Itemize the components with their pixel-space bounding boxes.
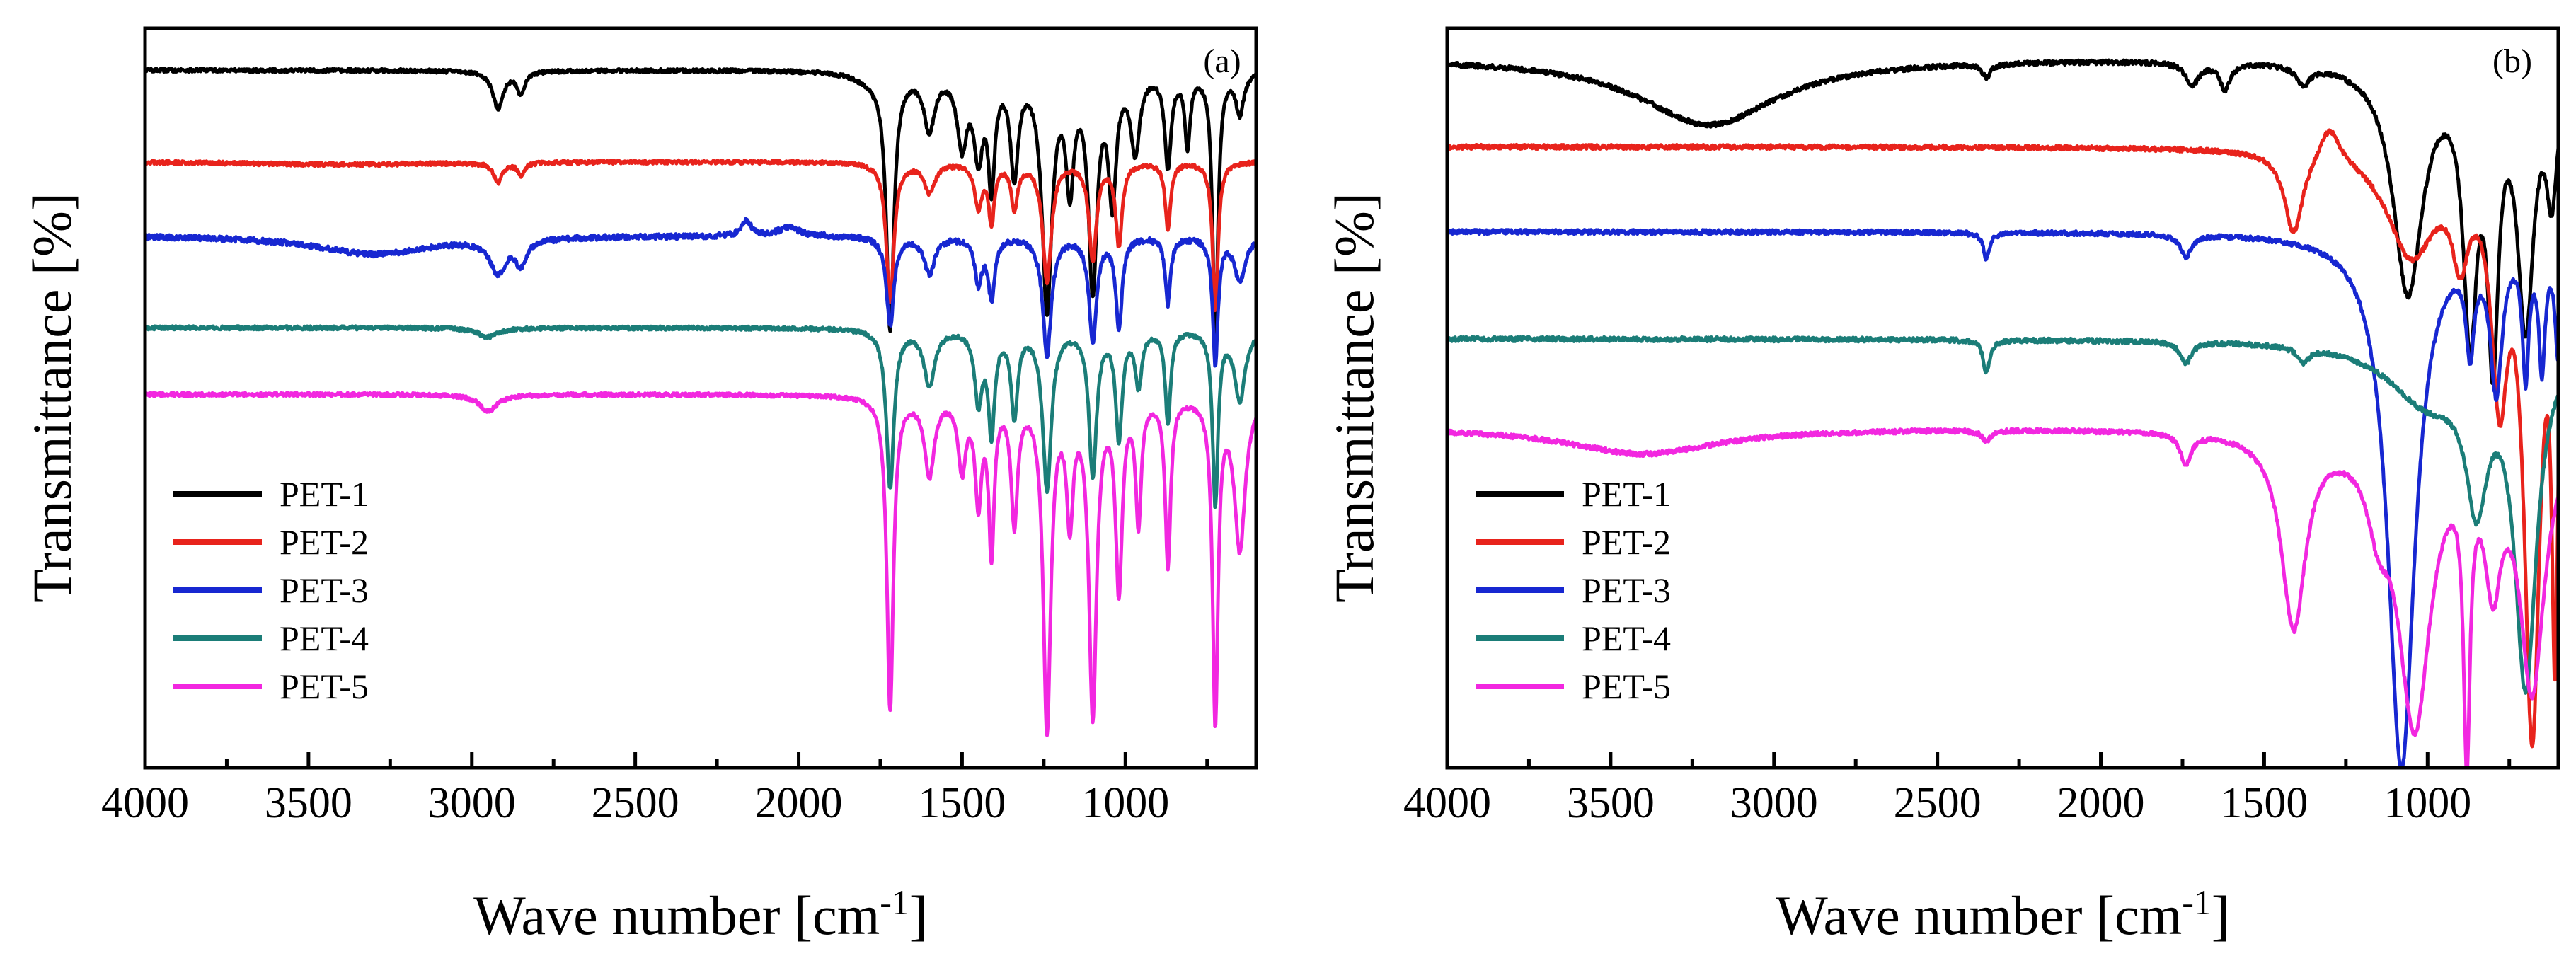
series-line-pet-1 xyxy=(143,67,1258,338)
x-tick-label: 1000 xyxy=(1081,779,1169,827)
series-line-pet-3 xyxy=(1445,228,2560,770)
legend-label-pet-2: PET-2 xyxy=(1582,522,1671,562)
legend-label-pet-2: PET-2 xyxy=(280,522,369,562)
x-tick-label: 4000 xyxy=(1403,779,1491,827)
series-line-pet-4 xyxy=(143,324,1258,509)
x-tick-label: 1500 xyxy=(918,779,1006,827)
series-line-pet-1 xyxy=(1445,58,2560,386)
x-tick-label: 3000 xyxy=(1730,779,1818,827)
panel-b-plot-frame xyxy=(1445,26,2560,770)
legend-label-pet-3: PET-3 xyxy=(280,570,369,610)
x-tick-label: 3000 xyxy=(428,779,516,827)
panel-a: 4000 3500 3000 2500 2000 1500 1000 (a) Wave nu… xyxy=(21,26,1258,946)
legend-label-pet-1: PET-1 xyxy=(1582,474,1671,514)
panel-a-y-axis-title: Transmittance [%] xyxy=(21,192,83,603)
x-tick-label: 2500 xyxy=(1894,779,1982,827)
panel-b-label: (b) xyxy=(2492,42,2532,80)
x-tick-label: 1000 xyxy=(2384,779,2471,827)
panel-a-label: (a) xyxy=(1203,42,1241,80)
legend-label-pet-4: PET-4 xyxy=(280,618,369,658)
panel-a-x-axis-title-main: Wave number [cm xyxy=(473,885,880,946)
legend-label-pet-4: PET-4 xyxy=(1582,618,1671,658)
x-tick-label: 2000 xyxy=(755,779,843,827)
panel-a-x-axis-title: Wave number [cm-1] xyxy=(473,882,928,946)
legend-label-pet-3: PET-3 xyxy=(1582,570,1671,610)
panel-b-x-axis-title-superscript: -1 xyxy=(2182,882,2212,922)
panel-b-x-axis-title-end: ] xyxy=(2212,885,2230,946)
series-line-pet-3 xyxy=(143,217,1258,368)
series-line-pet-5 xyxy=(1445,427,2560,770)
panel-a-x-axis-title-superscript: -1 xyxy=(880,882,909,922)
panel-a-x-ticks: 4000 3500 3000 2500 2000 1500 1000 xyxy=(101,752,1209,827)
panel-a-plot-frame xyxy=(143,26,1258,770)
series-line-pet-5 xyxy=(143,391,1258,737)
series-line-pet-4 xyxy=(1445,335,2560,695)
x-tick-label: 4000 xyxy=(101,779,189,827)
panel-b: 4000 3500 3000 2500 2000 1500 1000 (b) Wave nu… xyxy=(1323,26,2560,946)
panel-b-y-axis-title: Transmittance [%] xyxy=(1323,192,1385,603)
x-tick-label: 2000 xyxy=(2057,779,2145,827)
series-line-pet-2 xyxy=(1445,128,2560,749)
x-tick-label: 3500 xyxy=(1567,779,1655,827)
x-tick-label: 2500 xyxy=(592,779,679,827)
panel-b-x-axis-title-main: Wave number [cm xyxy=(1776,885,2182,946)
panel-a-series xyxy=(143,67,1258,737)
legend-label-pet-5: PET-5 xyxy=(1582,667,1671,706)
legend-label-pet-1: PET-1 xyxy=(280,474,369,514)
panel-b-legend: PET-1 PET-2 PET-3 PET-4 PET-5 xyxy=(1476,474,1671,706)
panel-b-series xyxy=(1445,58,2560,770)
legend-label-pet-5: PET-5 xyxy=(280,667,369,706)
panel-b-x-ticks: 4000 3500 3000 2500 2000 1500 1000 xyxy=(1403,752,2512,827)
x-tick-label: 3500 xyxy=(265,779,352,827)
panel-b-x-axis-title: Wave number [cm-1] xyxy=(1776,882,2230,946)
panel-a-x-axis-title-end: ] xyxy=(909,885,928,946)
series-line-pet-2 xyxy=(143,158,1258,313)
x-tick-label: 1500 xyxy=(2220,779,2308,827)
panel-a-legend: PET-1 PET-2 PET-3 PET-4 PET-5 xyxy=(173,474,369,706)
